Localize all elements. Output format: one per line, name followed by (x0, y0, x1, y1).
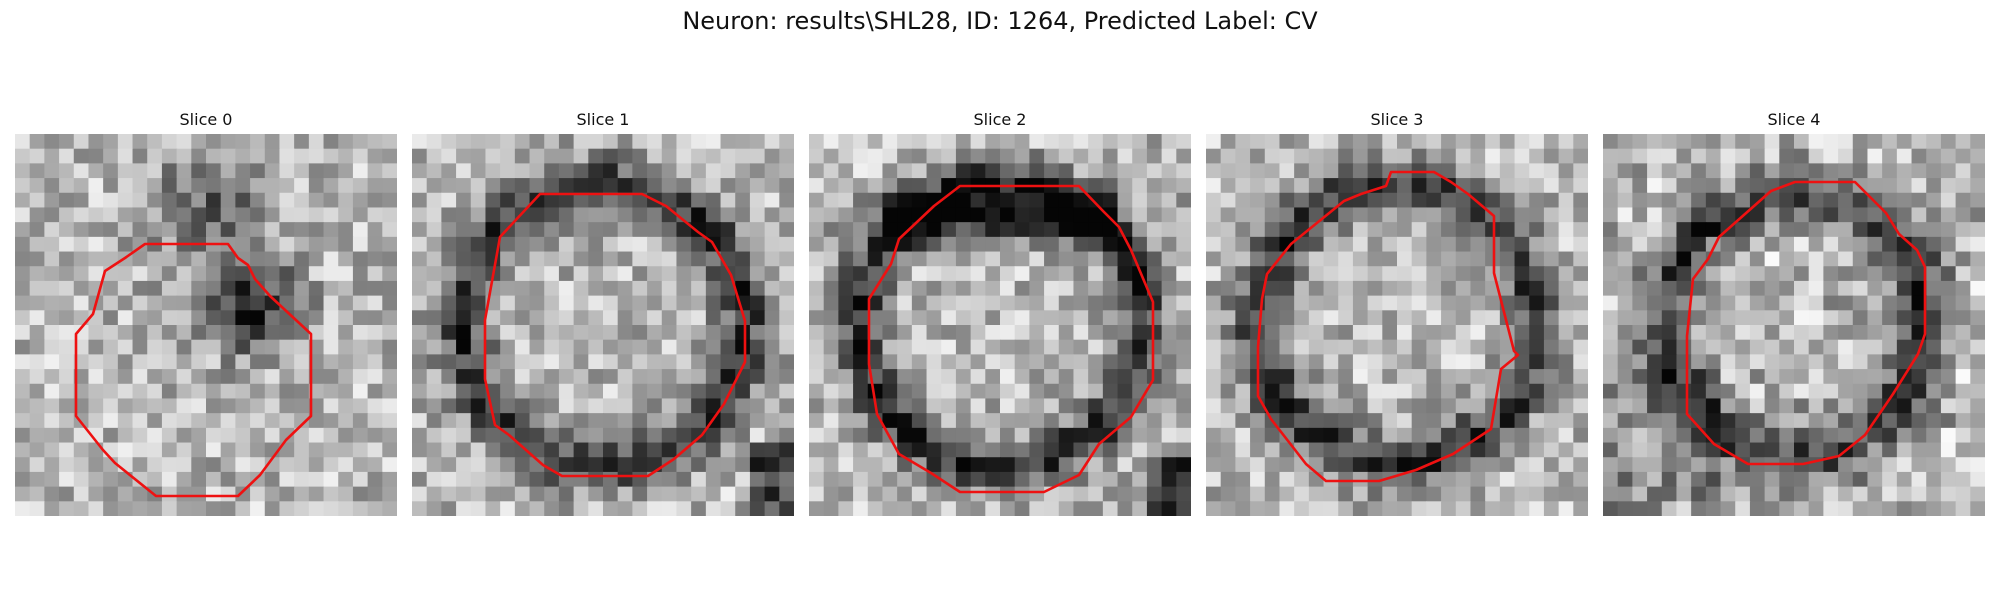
slice-image-0 (15, 134, 397, 516)
contour-outline-1 (483, 192, 747, 478)
slice-pixels-0 (15, 134, 397, 516)
contour-outline-2 (867, 184, 1155, 494)
slice-pixels-4 (1603, 134, 1985, 516)
slice-image-2 (809, 134, 1191, 516)
slice-image-1 (412, 134, 794, 516)
contour-outline-3 (1256, 170, 1520, 483)
slice-title-2: Slice 2 (973, 110, 1027, 129)
slice-title-3: Slice 3 (1370, 110, 1424, 129)
slice-image-3 (1206, 134, 1588, 516)
slice-pixels-3 (1206, 134, 1588, 516)
slice-title-1: Slice 1 (576, 110, 630, 129)
slice-pixels-2 (809, 134, 1191, 516)
slice-title-0: Slice 0 (179, 110, 233, 129)
slice-pixels-1 (412, 134, 794, 516)
figure-title: Neuron: results\SHL28, ID: 1264, Predict… (682, 7, 1318, 35)
contour-outline-4 (1685, 180, 1927, 466)
slice-title-4: Slice 4 (1767, 110, 1821, 129)
slice-image-4 (1603, 134, 1985, 516)
contour-outline-0 (74, 242, 313, 498)
